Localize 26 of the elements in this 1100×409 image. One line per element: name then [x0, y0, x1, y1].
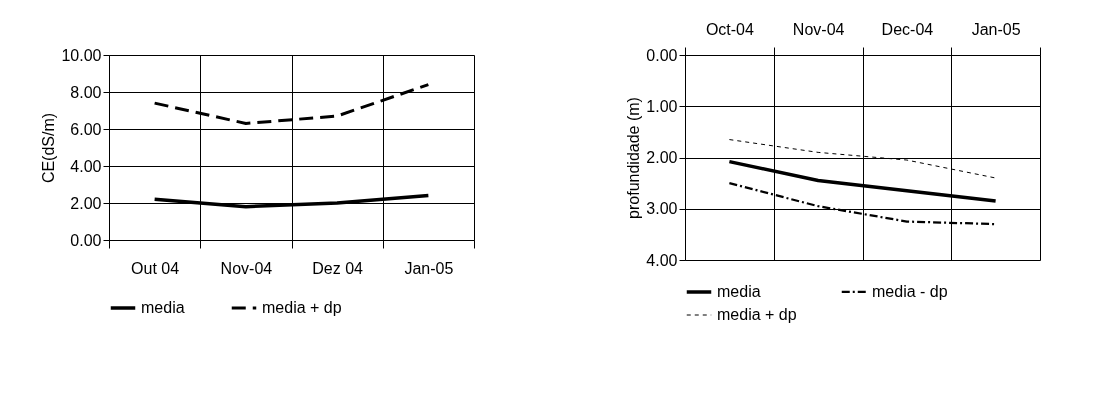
y-tick-label: 2.00	[70, 194, 102, 212]
x-tick-label: Nov-04	[792, 20, 845, 38]
x-tick-label: Dez 04	[312, 259, 364, 277]
y-tick-label: 0.00	[646, 46, 678, 64]
y-axis-title: CE(dS/m)	[40, 112, 58, 184]
legend-label: media + dp	[717, 306, 797, 323]
legend-label: media	[141, 299, 185, 316]
y-tick-label: 10.00	[61, 46, 102, 64]
y-axis-title: profundidade (m)	[625, 97, 643, 219]
y-tick-label: 0.00	[70, 231, 102, 249]
x-tick-label: Oct-04	[705, 20, 754, 38]
y-tick-label: 1.00	[646, 97, 678, 115]
y-tick-label: 8.00	[70, 83, 102, 101]
legend-label: media	[717, 283, 761, 300]
y-tick-label: 4.00	[70, 157, 102, 175]
legend-label: media + dp	[262, 299, 342, 316]
x-tick-label: Nov-04	[220, 259, 273, 277]
x-tick-label: Jan-05	[971, 20, 1021, 38]
y-tick-label: 6.00	[70, 120, 102, 138]
y-tick-label: 4.00	[646, 251, 678, 269]
legend-label: media - dp	[872, 282, 948, 300]
y-tick-label: 2.00	[646, 149, 678, 166]
x-tick-label: Jan-05	[404, 259, 454, 277]
y-tick-label: 3.00	[646, 200, 678, 218]
x-tick-label: Out 04	[131, 259, 180, 277]
x-tick-label: Dec-04	[881, 20, 934, 38]
